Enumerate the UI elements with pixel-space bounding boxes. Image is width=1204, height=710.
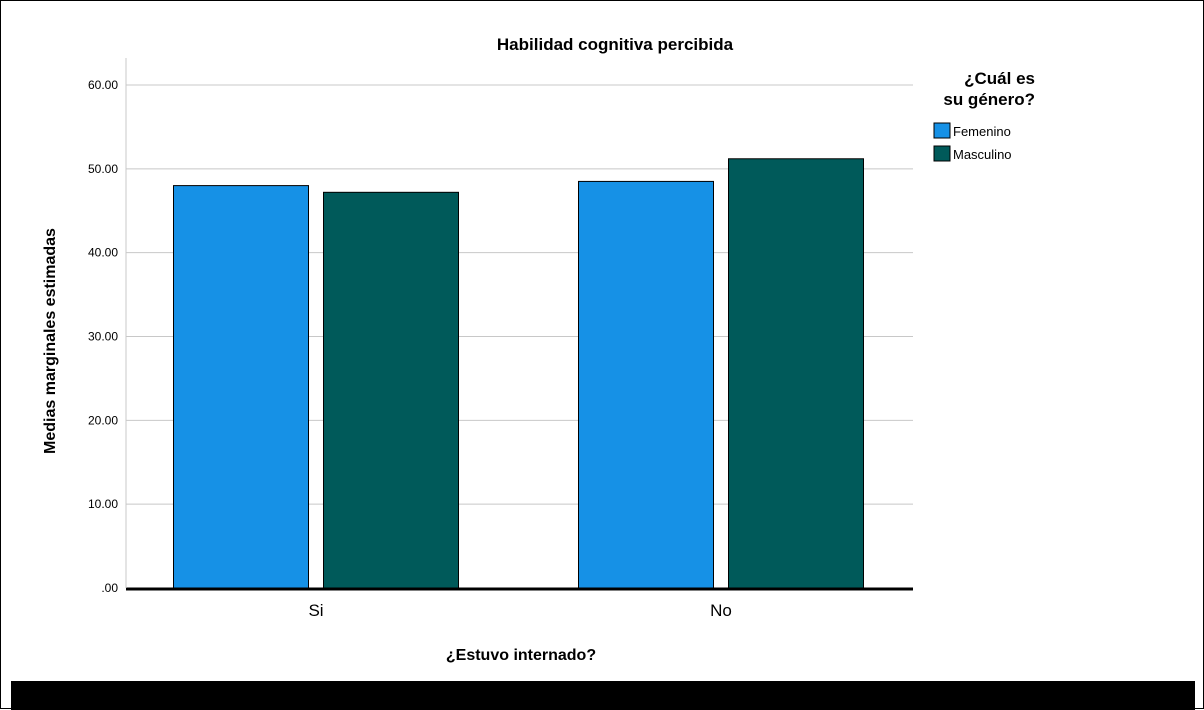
y-tick-labels: .00 10.00 20.00 30.00 40.00 50.00 60.00 [88, 78, 118, 595]
y-tick-label: 10.00 [88, 497, 118, 511]
bar-femenino-no [578, 180, 714, 589]
bar-chart: .00 10.00 20.00 30.00 40.00 50.00 60.00 Si No H… [42, 35, 1035, 664]
y-tick-label: 60.00 [88, 78, 118, 92]
bars [173, 158, 864, 589]
legend-label-masculino: Masculino [953, 147, 1012, 162]
legend-title-line-2: su género? [943, 90, 1035, 109]
legend-label-femenino: Femenino [953, 124, 1011, 139]
x-axis-label: ¿Estuvo internado? [446, 647, 596, 664]
y-tick-label: 30.00 [88, 330, 118, 344]
x-category-label: No [710, 601, 732, 620]
legend-swatch-femenino [933, 122, 951, 139]
chart-title: Habilidad cognitiva percibida [497, 35, 734, 54]
x-category-labels: Si No [308, 601, 731, 620]
legend-title-line-1: ¿Cuál es [964, 69, 1035, 88]
legend: ¿Cuál es su género? Femenino Masculino [933, 69, 1035, 162]
bar-masculino-si [323, 191, 459, 589]
bottom-black-bar [11, 681, 1195, 710]
y-tick-label: .00 [101, 581, 118, 595]
y-tick-label: 50.00 [88, 162, 118, 176]
y-tick-label: 40.00 [88, 246, 118, 260]
bar-masculino-no [728, 158, 864, 589]
y-axis-label: Medias marginales estimadas [42, 228, 59, 454]
bar-femenino-si [173, 185, 309, 589]
legend-swatch-masculino [933, 145, 951, 162]
legend-items: Femenino Masculino [933, 122, 1012, 162]
y-tick-label: 20.00 [88, 413, 118, 427]
x-category-label: Si [308, 601, 323, 620]
